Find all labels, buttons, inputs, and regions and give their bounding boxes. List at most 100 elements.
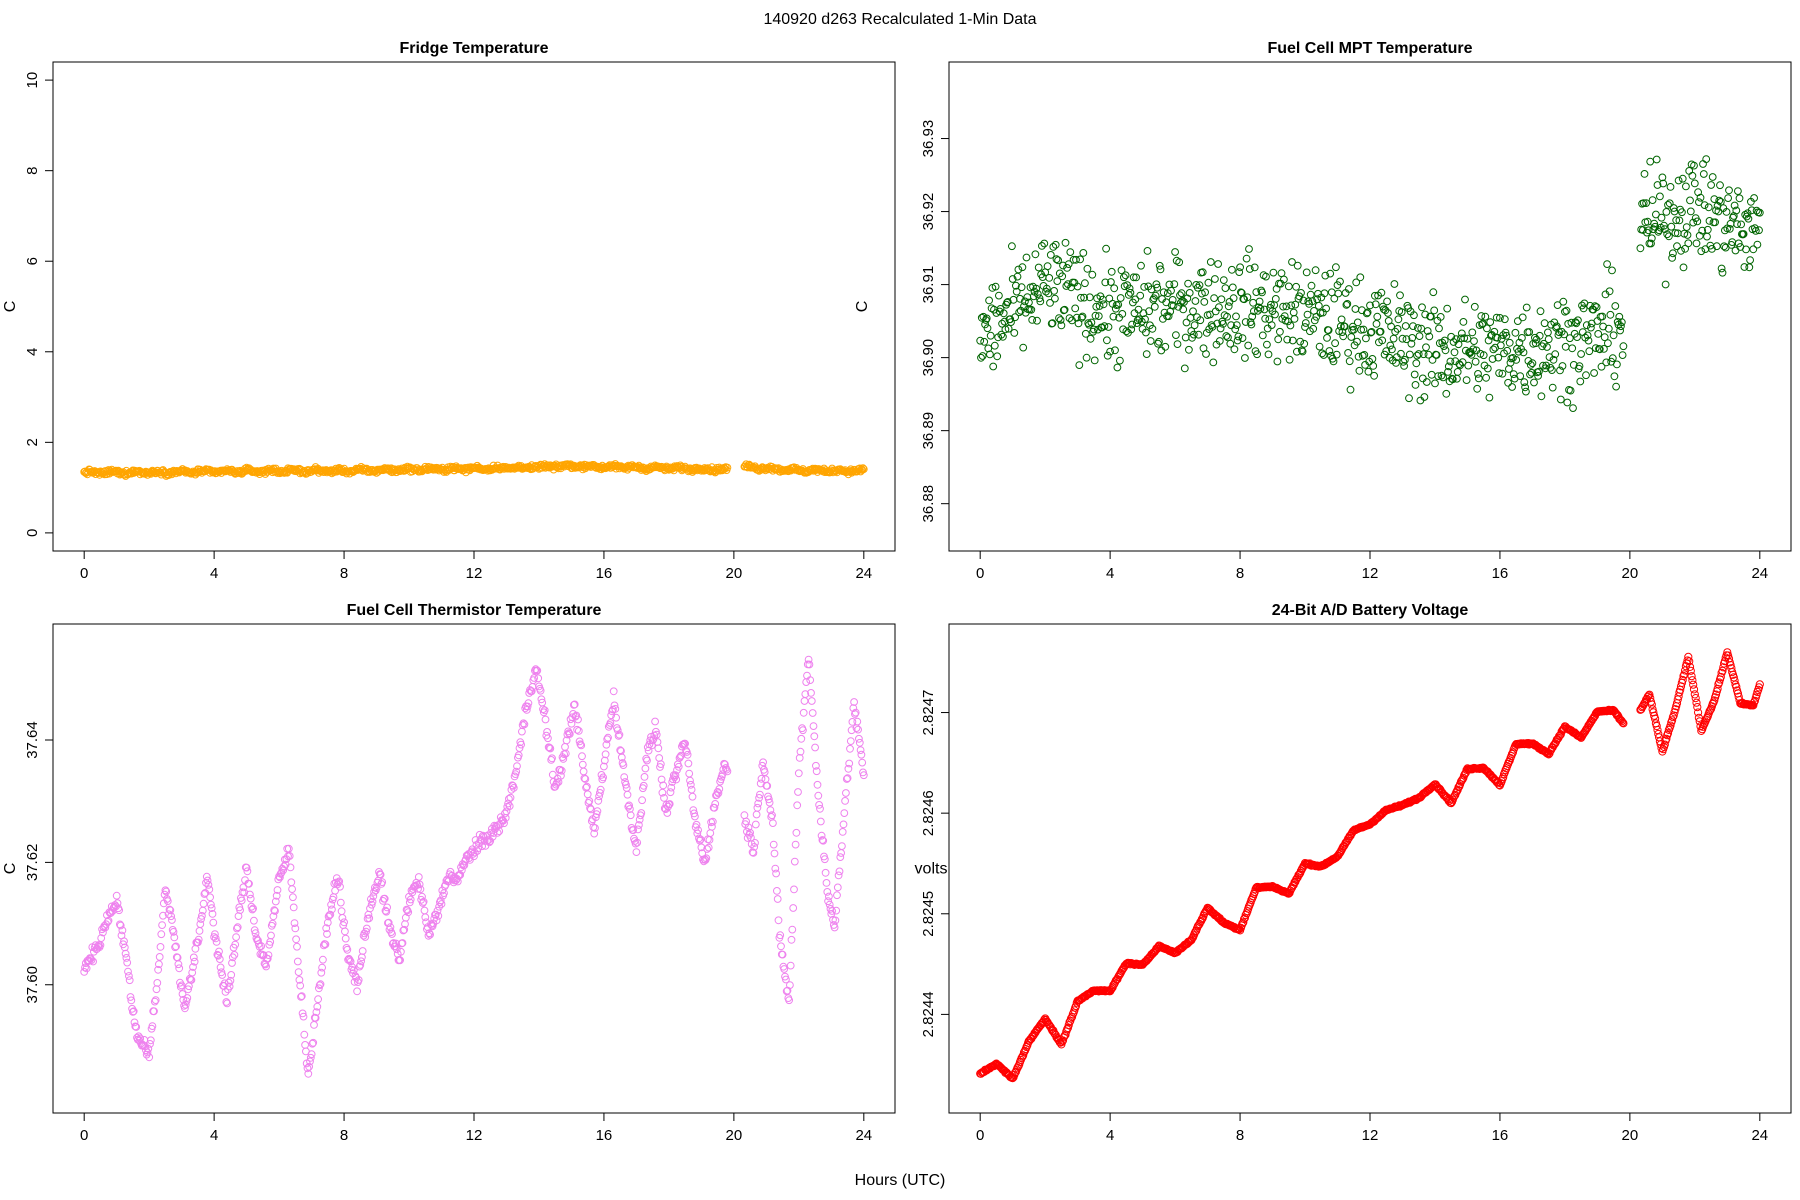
mpt-point	[1526, 370, 1534, 379]
mpt-point	[1452, 335, 1460, 344]
mpt-point	[1038, 242, 1046, 250]
mpt-point	[1142, 328, 1150, 337]
thermistor-point	[785, 996, 793, 1005]
thermistor-point	[816, 817, 825, 826]
mpt-point	[1496, 314, 1504, 322]
thermistor-point	[596, 789, 604, 797]
mpt-point	[1649, 225, 1658, 234]
mpt-point	[1319, 351, 1328, 359]
mpt-point	[1262, 272, 1270, 281]
mpt-point	[1704, 203, 1713, 212]
fridge-point	[701, 466, 710, 475]
mpt-point	[1028, 316, 1037, 324]
thermistor-point	[629, 826, 638, 834]
thermistor-point	[231, 940, 240, 949]
mpt-point	[1040, 239, 1049, 248]
mpt-point	[1066, 248, 1075, 257]
fuel-cell-mpt-temperature-panel: Fuel Cell MPT Temperature C 0 4 8 12 16 20 24 3…	[854, 40, 1792, 582]
fridge-point	[706, 467, 715, 476]
thermistor-point	[416, 885, 425, 894]
thermistor-point	[313, 1002, 322, 1011]
battery-point	[1508, 748, 1518, 757]
battery-point	[1686, 666, 1695, 675]
mpt-point	[1127, 325, 1136, 334]
mpt-point	[1224, 302, 1233, 311]
mpt-point	[1263, 340, 1271, 349]
thermistor-point	[546, 744, 555, 753]
thermistor-point	[267, 931, 275, 940]
fridge-point	[859, 464, 867, 473]
thermistor-point	[684, 759, 693, 768]
mpt-point	[1151, 291, 1160, 300]
mpt-point	[1152, 280, 1161, 289]
thermistor-point	[821, 868, 830, 877]
mpt-point	[1173, 340, 1182, 349]
thermistor-point	[755, 794, 763, 802]
thermistor-point	[205, 885, 214, 894]
thermistor-x-tick-label: 16	[596, 1127, 613, 1144]
battery-y-tick-label: 2.8244	[920, 991, 937, 1037]
mpt-point	[1731, 246, 1740, 255]
mpt-point	[1247, 320, 1256, 329]
battery-point	[1618, 718, 1627, 727]
thermistor-point	[148, 1022, 157, 1030]
mpt-point	[1576, 377, 1585, 386]
thermistor-point	[328, 905, 336, 914]
mpt-point	[1702, 155, 1711, 164]
mpt-point	[1660, 225, 1669, 234]
mpt-point	[1186, 314, 1195, 322]
thermistor-point	[356, 961, 365, 969]
thermistor-point	[748, 848, 757, 857]
mpt-point	[1116, 294, 1125, 302]
mpt-point	[1184, 279, 1192, 288]
thermistor-point	[623, 790, 632, 799]
thermistor-point	[536, 686, 545, 695]
thermistor-point	[793, 801, 802, 810]
mpt-point	[1548, 366, 1556, 375]
mpt-point	[1755, 226, 1763, 235]
mpt-point	[1716, 181, 1724, 190]
thermistor-point	[306, 1057, 314, 1066]
fridge-x-tick-label: 4	[210, 565, 218, 582]
mpt-point	[1412, 359, 1421, 368]
mpt-x-tick-label: 20	[1622, 565, 1639, 582]
thermistor-point	[527, 687, 536, 696]
thermistor-point	[646, 736, 655, 745]
thermistor-point	[388, 930, 396, 938]
thermistor-point	[537, 695, 546, 704]
thermistor-point	[315, 984, 323, 993]
mpt-point	[1439, 373, 1447, 382]
mpt-point	[991, 282, 1000, 291]
mpt-point	[1225, 298, 1234, 306]
thermistor-point	[632, 848, 641, 856]
mpt-point	[1470, 302, 1479, 311]
thermistor-point	[230, 951, 239, 959]
thermistor-point	[176, 983, 185, 991]
mpt-point	[1224, 333, 1232, 342]
thermistor-point	[813, 780, 822, 789]
thermistor-point	[341, 927, 349, 936]
mpt-point	[1488, 355, 1497, 363]
mpt-point	[1539, 361, 1547, 370]
battery-point	[1666, 721, 1675, 730]
thermistor-point	[426, 930, 435, 939]
battery-point	[1647, 700, 1656, 709]
thermistor-point	[740, 811, 749, 820]
thermistor-point	[624, 802, 633, 811]
mpt-point	[1352, 278, 1361, 287]
mpt-point	[1705, 217, 1714, 225]
battery-point	[1691, 694, 1700, 703]
battery-point	[1238, 919, 1247, 928]
mpt-point	[1699, 170, 1708, 178]
mpt-point	[1130, 309, 1139, 318]
thermistor-point	[366, 904, 374, 913]
battery-point	[1680, 670, 1689, 679]
mpt-point	[1612, 382, 1620, 391]
thermistor-point	[178, 990, 187, 998]
mpt-point	[1018, 263, 1027, 272]
mpt-point	[1686, 196, 1694, 205]
mpt-point	[1371, 291, 1379, 300]
mpt-point	[1121, 271, 1130, 280]
mpt-point	[1334, 289, 1343, 298]
mpt-point	[1269, 268, 1278, 277]
